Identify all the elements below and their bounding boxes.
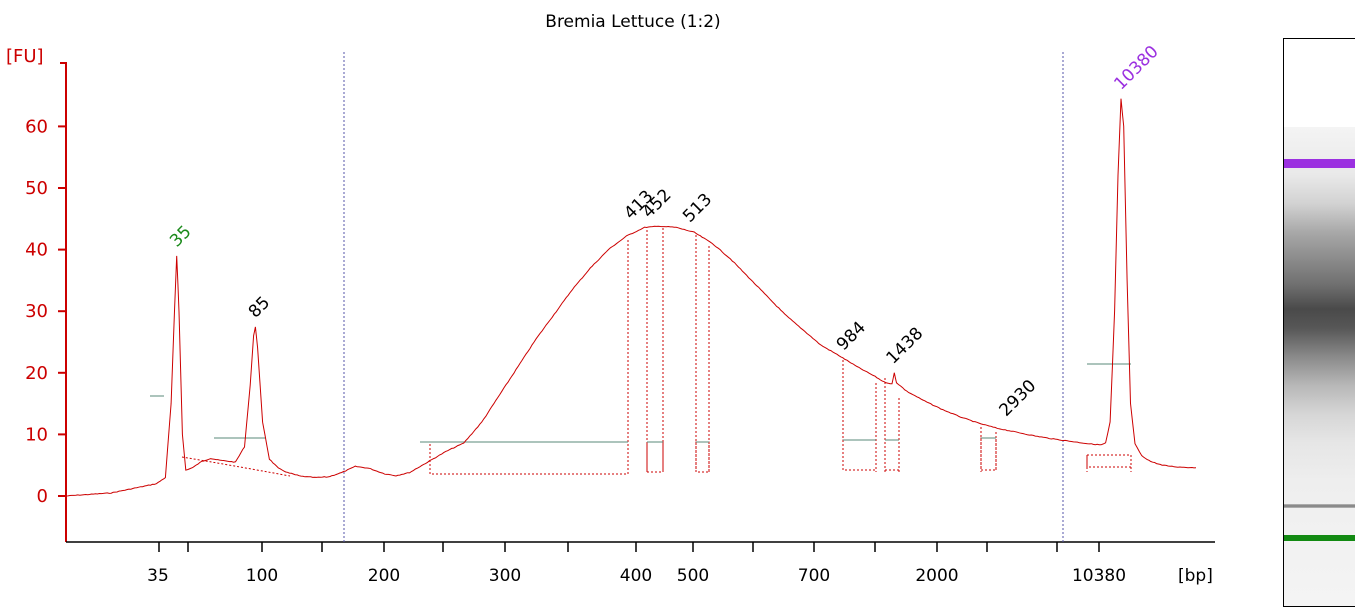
region-box	[980, 437, 997, 471]
lower-marker-band	[1284, 535, 1355, 541]
peak-label: 10380	[1110, 42, 1162, 94]
chart-title: Bremia Lettuce (1:2)	[545, 12, 720, 32]
gel-lane	[1284, 127, 1355, 606]
region-box	[842, 439, 877, 471]
x-axis-label: [bp]	[1178, 566, 1213, 586]
y-tick-label: 30	[25, 301, 48, 322]
y-tick-label: 20	[25, 363, 48, 384]
trace-line	[65, 98, 1197, 497]
x-tick-label: 2000	[915, 566, 958, 586]
region-box	[646, 441, 664, 473]
x-tick-label: 500	[677, 566, 709, 586]
gel-image	[1283, 38, 1355, 607]
peak-label: 1438	[883, 324, 928, 369]
region-box	[695, 441, 710, 473]
x-tick-label: 35	[147, 566, 169, 586]
y-tick-label: 60	[25, 116, 48, 137]
peak-label: 513	[679, 190, 716, 227]
region-box	[884, 439, 900, 471]
y-tick-label: 40	[25, 240, 48, 261]
x-tick-label: 200	[368, 566, 400, 586]
x-tick-label: 700	[798, 566, 830, 586]
region-box	[1086, 454, 1132, 468]
x-tick-label: 100	[246, 566, 278, 586]
y-axis-label: [FU]	[6, 46, 44, 67]
peak-label: 85	[245, 293, 274, 322]
series-trace	[65, 98, 1197, 497]
peak-label: 984	[833, 318, 870, 355]
x-tick-label: 300	[489, 566, 521, 586]
y-tick-label: 0	[37, 486, 48, 507]
axes: 0 10 20 30 40 50 60 35 100 200 300 400 500 700 2000 103…	[25, 52, 1215, 586]
upper-marker-band	[1284, 159, 1355, 168]
y-tick-label: 10	[25, 424, 48, 445]
peak-label: 2930	[996, 376, 1041, 421]
faint-band	[1284, 504, 1355, 508]
x-tick-label: 400	[620, 566, 652, 586]
baseline-dashed	[181, 456, 291, 477]
peak-regions	[150, 228, 1132, 477]
y-tick-label: 50	[25, 178, 48, 199]
x-tick-label: 10380	[1072, 566, 1126, 586]
region-box	[429, 441, 629, 475]
peak-label: 35	[166, 222, 195, 251]
electropherogram-chart: Bremia Lettuce (1:2) [FU] [bp] 0 10 20 30 40…	[6, 12, 1215, 586]
